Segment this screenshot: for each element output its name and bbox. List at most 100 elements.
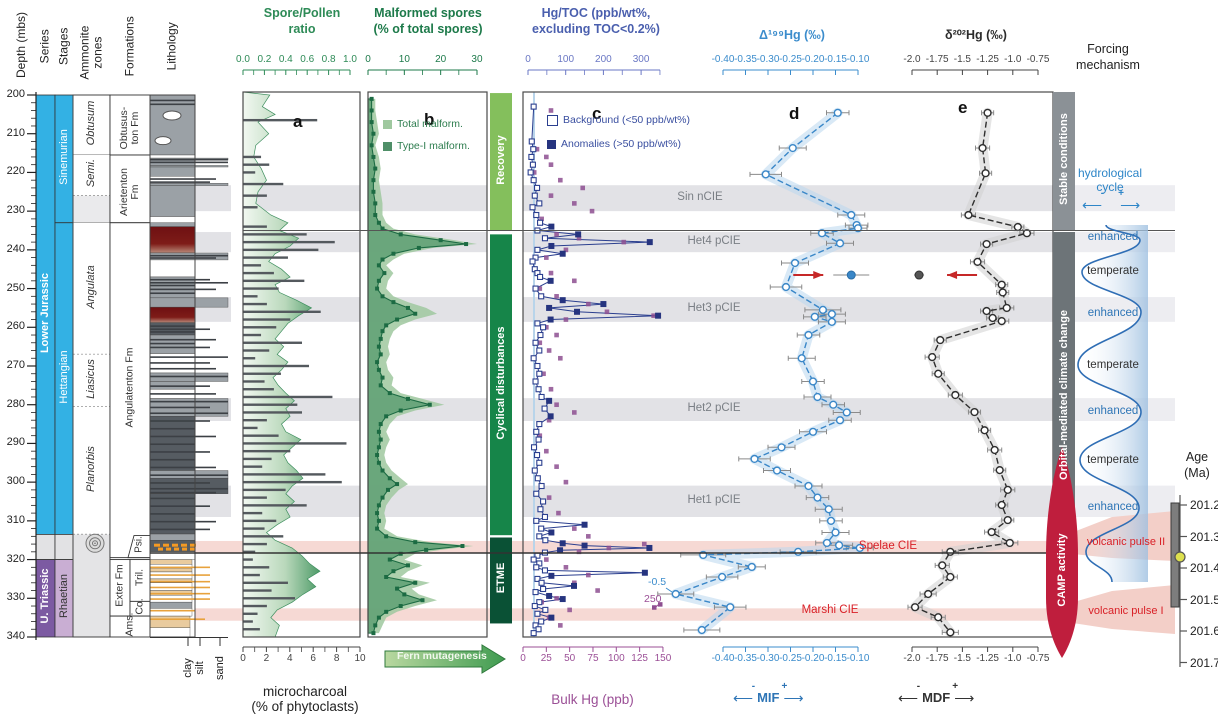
d202hg-point	[973, 257, 982, 266]
fossil-debris-icon	[166, 547, 171, 551]
microcharcoal-bar	[243, 225, 267, 228]
formation-block-1	[109, 154, 151, 224]
camp-activity-shape	[1046, 447, 1078, 658]
d199hg-point	[822, 538, 832, 548]
d202hg-point	[970, 407, 979, 417]
panel-d-letter: d	[789, 104, 800, 123]
fossil-debris-icon	[163, 543, 169, 547]
lithology-line-21	[150, 367, 216, 370]
hg-anomaly-point	[655, 312, 662, 319]
d202hg-point	[1022, 229, 1032, 238]
zone-block-4	[73, 354, 110, 407]
bulk-hg-offscale-point	[652, 605, 657, 610]
bulk-hg-point	[572, 526, 577, 531]
type1-malform-marker	[387, 391, 392, 396]
hg-background-point	[532, 378, 539, 385]
mif-left-arrow-icon: ⟵ -	[733, 681, 756, 706]
microcharcoal-bar	[243, 573, 260, 577]
d202hg-point	[936, 335, 945, 345]
d199hg-point	[750, 454, 759, 464]
cie-gray-band-1-2	[523, 232, 1053, 253]
lithology-line-11	[150, 288, 216, 291]
lithology-line-45	[150, 574, 210, 576]
microcharcoal-bar	[243, 535, 284, 538]
bulk-hg-point	[651, 313, 656, 318]
microcharcoal-bar	[243, 604, 267, 608]
type1-malform-marker	[387, 557, 392, 562]
d202hg-point	[982, 239, 991, 249]
fossil-debris-icon	[172, 543, 178, 547]
bulk-hg-point	[586, 572, 591, 578]
lithology-line-5	[150, 181, 210, 183]
d202hg-point	[982, 306, 991, 316]
lithology-bed-8	[149, 185, 196, 217]
d199hg-point	[810, 312, 819, 321]
type1-malform-marker	[378, 422, 383, 427]
microcharcoal-bar	[243, 473, 326, 476]
type1-malform-marker	[395, 317, 400, 322]
d199hg-point	[824, 505, 833, 514]
cie-gray-band-forcing-1	[1075, 232, 1175, 253]
hg-anomaly-point	[547, 413, 554, 420]
fern-mutagenesis-arrow	[384, 644, 506, 674]
hg-background-point	[534, 362, 541, 370]
zone-block-1	[73, 155, 110, 196]
type1-malform-marker	[438, 238, 443, 243]
forcing-mechanism-title: Forcing mechanism	[1076, 42, 1140, 72]
hg-anomaly-point	[548, 572, 555, 579]
hg-background-point	[534, 575, 541, 582]
type1-malform-marker	[378, 383, 383, 388]
d199hg-point	[788, 143, 797, 153]
type1-malform-marker	[398, 551, 403, 556]
hg-anomaly-point	[570, 582, 577, 589]
type1-malform-marker	[380, 375, 385, 380]
zone-block-0	[73, 95, 110, 156]
hg-anomaly-point	[559, 596, 566, 603]
bulk-hg-point	[548, 162, 554, 167]
hg-anomaly-point	[547, 277, 554, 284]
bulk-hg-point	[621, 239, 627, 245]
lithology-bed-16	[149, 306, 196, 323]
concretion-icon	[154, 136, 172, 146]
lithology-bed-5	[149, 166, 196, 177]
type1-malform-marker	[369, 96, 374, 101]
cie-gray-band-forcing-3	[1075, 398, 1175, 421]
bulk-hg-point	[544, 255, 549, 260]
type1-malform-marker	[464, 242, 469, 247]
concretion-icon	[162, 110, 182, 121]
hg-background-point	[536, 421, 543, 428]
d199hg-point	[835, 416, 845, 425]
hg-anomaly-point	[646, 239, 653, 246]
fossil-debris-icon	[181, 543, 187, 547]
lithology-line-46	[150, 580, 210, 583]
d199hg-point	[697, 625, 706, 635]
microcharcoal-bar	[243, 163, 270, 166]
type1-malform-marker	[384, 323, 389, 328]
microcharcoal-bar	[243, 182, 284, 186]
hg-background-point	[537, 506, 544, 513]
type1-malform-marker	[376, 503, 381, 508]
fossil-debris-icon	[154, 543, 160, 547]
microcharcoal-bar	[243, 465, 263, 468]
hg-background-point	[532, 589, 539, 596]
hg-background-point	[534, 610, 541, 617]
d199hg-point	[847, 210, 856, 220]
lithology-line-26	[150, 406, 210, 409]
microcharcoal-bar	[243, 349, 270, 352]
microcharcoal-bar	[243, 597, 295, 600]
hg-anomaly-point	[575, 231, 582, 238]
lithology-line-22	[150, 375, 228, 378]
microcharcoal-bar	[243, 434, 279, 437]
d199hg-point	[804, 481, 813, 491]
lithology-line-31	[150, 443, 195, 446]
d202hg-point	[964, 210, 973, 220]
microcharcoal-bar	[243, 395, 333, 399]
hg-anomaly-point	[641, 569, 648, 576]
d202hg-point	[988, 313, 997, 323]
type1-malform-marker	[398, 232, 403, 237]
type1-malform-marker	[402, 592, 407, 597]
hg-background-point	[541, 513, 549, 521]
microcharcoal-bar	[243, 380, 265, 383]
lithology-line-34	[150, 466, 216, 469]
microcharcoal-bar	[243, 155, 262, 159]
